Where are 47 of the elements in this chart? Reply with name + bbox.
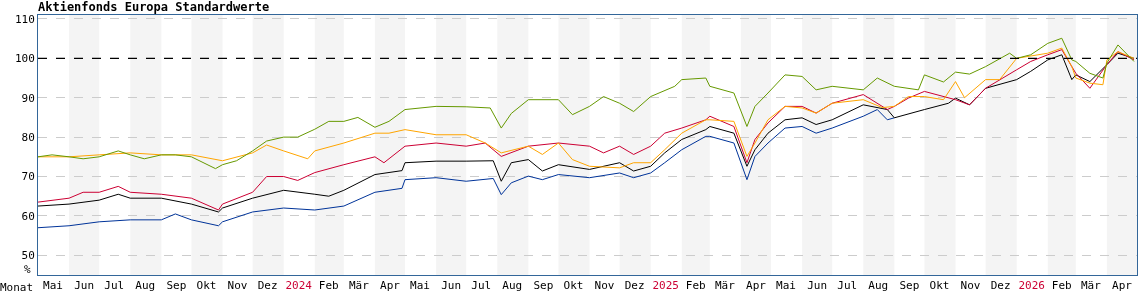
x-tick-label: Jul <box>837 279 858 293</box>
y-tick-label: 100 <box>14 52 35 66</box>
x-tick-label: Mär <box>348 279 370 293</box>
x-tick-label: Okt <box>929 279 950 293</box>
y-tick-label: 90 <box>21 91 35 105</box>
y-tick-label: 50 <box>21 249 35 263</box>
x-tick-label: Apr <box>1112 279 1133 293</box>
x-tick-label: Nov <box>594 279 615 293</box>
line-series <box>38 109 895 229</box>
x-tick-label: Mai <box>410 279 430 293</box>
x-tick-label: Apr <box>380 279 401 293</box>
x-tick-label: Aug <box>868 279 889 293</box>
x-tick-label: Mai <box>43 279 63 293</box>
y-tick-label: 70 <box>21 170 35 184</box>
x-tick-label: Jun <box>807 279 828 293</box>
x-tick-label: Nov <box>960 279 981 293</box>
x-tick-label: Jun <box>441 279 462 293</box>
x-tick-label: Dez <box>257 279 278 293</box>
x-tick-label: Apr <box>746 279 767 293</box>
x-tick-label: Feb <box>1051 279 1072 293</box>
x-tick-label: Jun <box>74 279 95 293</box>
x-tick-label: Aug <box>502 279 523 293</box>
x-tick-label: Okt <box>196 279 217 293</box>
x-tick-label: Sep <box>899 279 920 293</box>
x-tick-label: Jul <box>471 279 492 293</box>
x-tick-label: 2026 <box>1018 279 1045 293</box>
x-tick-label: Mai <box>776 279 796 293</box>
x-tick-label: 2025 <box>652 279 679 293</box>
x-tick-label: Nov <box>227 279 248 293</box>
x-tick-label: 2024 <box>285 279 313 293</box>
x-tick-label: Mär <box>714 279 736 293</box>
x-tick-label: Okt <box>563 279 584 293</box>
x-axis-title: Monat <box>0 281 34 294</box>
x-tick-label: Dez <box>624 279 645 293</box>
x-tick-label: Dez <box>990 279 1011 293</box>
chart-title: Aktienfonds Europa Standardwerte <box>38 0 270 14</box>
x-tick-label: Aug <box>135 279 156 293</box>
x-tick-label: Sep <box>166 279 187 293</box>
y-tick-label: 60 <box>21 209 35 223</box>
x-tick-label: Sep <box>533 279 554 293</box>
x-tick-label: Jul <box>104 279 125 293</box>
y-tick-label: 110 <box>14 12 35 26</box>
x-tick-label: Feb <box>685 279 706 293</box>
x-tick-label: Mär <box>1080 279 1102 293</box>
y-axis-title: % <box>24 263 31 276</box>
y-tick-label: 80 <box>21 130 35 144</box>
x-tick-label: Feb <box>318 279 339 293</box>
